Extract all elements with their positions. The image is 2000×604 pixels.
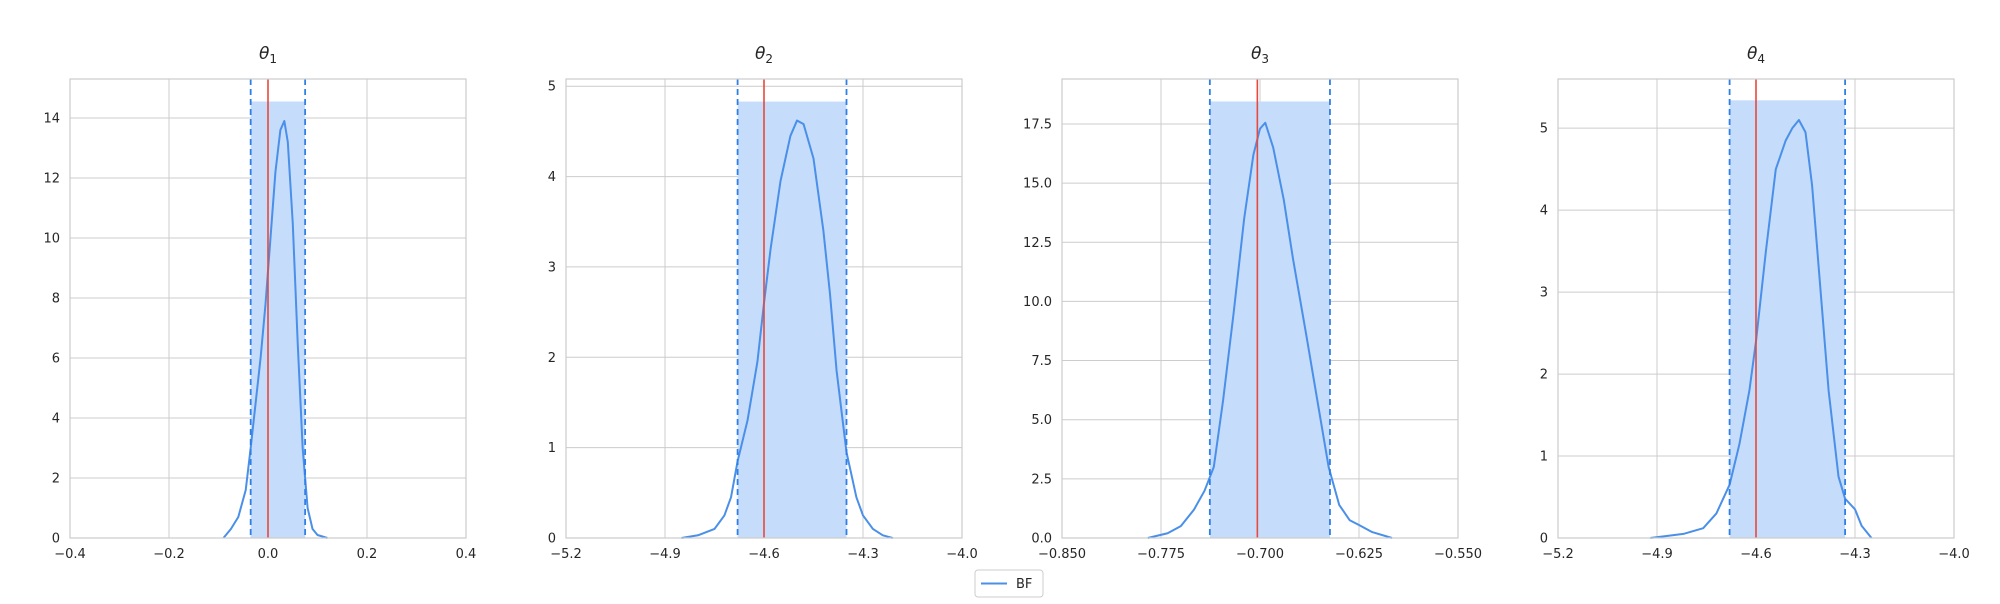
panel-title: θ2	[755, 44, 773, 66]
interval-band	[737, 101, 847, 538]
legend: BF	[974, 569, 1044, 598]
y-tick-label: 7.5	[1031, 354, 1052, 369]
y-tick-label: 4	[52, 412, 60, 427]
x-tick-label: −4.6	[1740, 547, 1772, 562]
y-tick-label: 5	[1540, 122, 1548, 137]
panel-4: −5.2 −4.9 −4.6 −4.3 −4.0 0 1 2 3 4 5 θ4	[1540, 44, 1970, 562]
x-tick-label: −0.700	[1236, 547, 1284, 562]
x-tick-label: 0.0	[258, 547, 279, 562]
x-tick-label: −0.775	[1137, 547, 1185, 562]
x-tick-label: −4.9	[649, 547, 681, 562]
panel-title: θ3	[1251, 44, 1269, 66]
panel-title: θ4	[1747, 44, 1765, 66]
y-tick-label: 15.0	[1023, 177, 1052, 192]
panel-2: −5.2 −4.9 −4.6 −4.3 −4.0 0 1 2 3 4 5 θ2	[548, 44, 978, 562]
x-tick-label: −4.3	[1839, 547, 1871, 562]
y-tick-label: 4	[1540, 204, 1548, 219]
axes-frame	[1061, 78, 1459, 539]
kde-line-bf	[1147, 121, 1393, 539]
axes-frame	[565, 78, 963, 539]
x-tick-label: −0.850	[1038, 547, 1086, 562]
kde-line-bf	[1650, 118, 1873, 539]
kde-line-bf	[681, 119, 893, 539]
y-tick-label: 2	[52, 472, 60, 487]
y-tick-label: 14	[43, 112, 60, 127]
axes-frame	[1557, 78, 1955, 539]
y-tick-label: 10.0	[1023, 295, 1052, 310]
panel-1: −0.4 −0.2 0.0 0.2 0.4 0 2 4 6 8 10 12 14 θ1	[43, 44, 476, 562]
y-tick-label: 0	[1540, 532, 1548, 547]
x-tick-label: −0.625	[1335, 547, 1383, 562]
x-tick-label: −4.9	[1641, 547, 1673, 562]
y-tick-label: 2	[1540, 368, 1548, 383]
y-tick-label: 12.5	[1023, 236, 1052, 251]
interval-band	[1729, 100, 1846, 538]
interval-band	[1209, 101, 1330, 538]
x-tick-label: 0.4	[456, 547, 477, 562]
x-tick-label: −4.0	[1938, 547, 1970, 562]
y-tick-label: 5.0	[1031, 413, 1052, 428]
x-tick-label: 0.2	[357, 547, 378, 562]
y-tick-label: 12	[43, 172, 60, 187]
x-tick-label: −0.550	[1434, 547, 1482, 562]
y-tick-label: 4	[548, 170, 556, 185]
y-tick-label: 10	[43, 232, 60, 247]
y-tick-label: 2	[548, 351, 556, 366]
panel-title: θ1	[259, 44, 277, 66]
axes-frame	[69, 78, 467, 539]
x-tick-label: −0.2	[153, 547, 185, 562]
x-tick-label: −4.3	[847, 547, 879, 562]
y-tick-label: 0.0	[1031, 532, 1052, 547]
legend-box	[974, 569, 1044, 598]
x-tick-label: −5.2	[1542, 547, 1574, 562]
y-tick-label: 17.5	[1023, 117, 1052, 132]
kde-line-bf	[222, 120, 328, 539]
x-tick-label: −4.6	[748, 547, 780, 562]
panel-3: −0.850 −0.775 −0.700 −0.625 −0.550 0.0 2.5 5.0 7…	[1023, 44, 1482, 562]
x-tick-label: −4.0	[946, 547, 978, 562]
x-tick-label: −5.2	[550, 547, 582, 562]
y-tick-label: 1	[548, 441, 556, 456]
y-tick-label: 0	[548, 532, 556, 547]
y-tick-label: 1	[1540, 450, 1548, 465]
y-tick-label: 6	[52, 352, 60, 367]
y-tick-label: 0	[52, 532, 60, 547]
y-tick-label: 3	[548, 260, 556, 275]
legend-label: BF	[1016, 577, 1032, 592]
y-tick-label: 3	[1540, 286, 1548, 301]
y-tick-label: 5	[548, 80, 556, 95]
y-tick-label: 8	[52, 292, 60, 307]
x-tick-label: −0.4	[54, 547, 86, 562]
y-tick-label: 2.5	[1031, 472, 1052, 487]
